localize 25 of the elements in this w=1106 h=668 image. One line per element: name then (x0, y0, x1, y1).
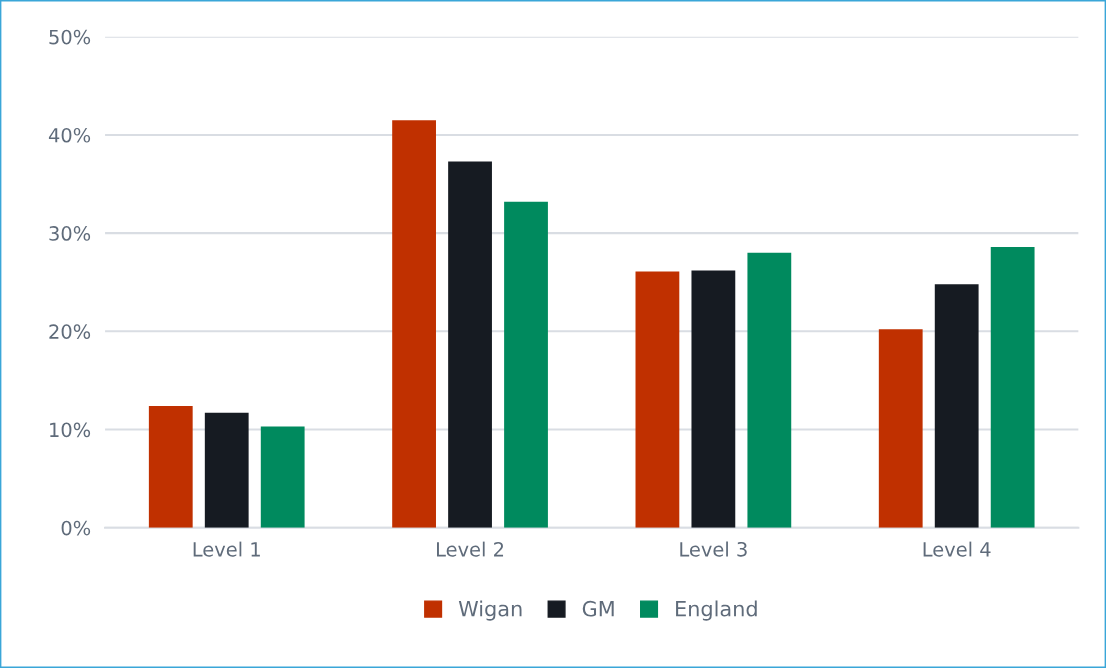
bar (635, 271, 680, 528)
bar (504, 201, 548, 528)
bar (204, 412, 249, 528)
y-tick-label: 10% (50, 422, 91, 438)
y-tick-label: 30% (49, 226, 91, 241)
bar (148, 405, 193, 528)
bar (934, 284, 979, 528)
bar (747, 252, 792, 528)
y-tick-label: 20% (49, 324, 91, 339)
bar (990, 246, 1035, 528)
legend-label: GM (582, 600, 614, 617)
x-tick-label: Level 3 (680, 541, 747, 557)
x-tick-label: Level 4 (923, 541, 991, 557)
y-tick-label: 40% (48, 127, 91, 143)
legend-label: Wigan (458, 600, 522, 621)
bar (260, 426, 305, 528)
x-tick-label: Level 1 (193, 541, 260, 557)
bar (691, 270, 736, 528)
y-tick-label: 50% (49, 29, 91, 45)
x-tick-label: Level 2 (437, 541, 504, 557)
bar (392, 120, 436, 528)
bar (878, 329, 923, 528)
y-tick-label: 0% (61, 520, 91, 536)
legend-label: England (676, 600, 757, 621)
bar (448, 161, 492, 528)
